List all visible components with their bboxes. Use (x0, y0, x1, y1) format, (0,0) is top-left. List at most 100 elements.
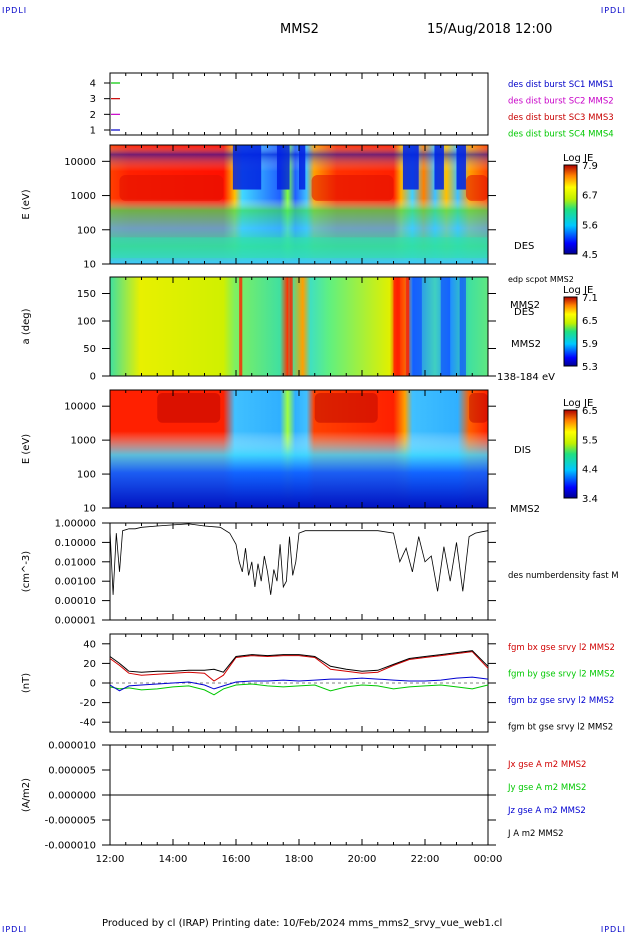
datetime-title: 15/Aug/2018 12:00 (427, 22, 553, 37)
des-energy-ytick-label: 100 (77, 225, 96, 236)
corner-tag-bottom-right: IPDLI (600, 925, 626, 934)
bfield-series-line (109, 676, 489, 692)
current-ytick-label: -0.000010 (45, 841, 96, 852)
bfield-ytick-label: 40 (83, 639, 96, 650)
pitch-angle-ytick-label: 150 (77, 289, 96, 300)
bfield-legend-entry: fgm bx gse srvy l2 MMS2 (508, 643, 615, 653)
des-energy-depletion (299, 145, 306, 190)
dis-energy-colorbar-tick: 5.5 (582, 435, 598, 446)
pitch-angle-stripe (239, 277, 243, 376)
x-axis-tick-label: 16:00 (222, 854, 251, 865)
pitch-angle-dropout (459, 277, 466, 376)
pitch-angle-colorbar (563, 296, 578, 367)
multi-panel-plot: 1 2 3 4 des dist burst SC1 MMS1 des dist burs… (21, 72, 619, 865)
des-energy-ylabel: E (eV) (21, 189, 32, 219)
density-ytick-label: 0.00001 (55, 616, 96, 627)
des-energy-core (311, 174, 394, 201)
pitch-angle-ytick-label: 50 (83, 344, 96, 355)
des-energy-ytick-label: 10 (83, 260, 96, 271)
bfield-legend-entry: fgm by gse srvy l2 MMS2 (508, 670, 615, 680)
density-ytick-label: 0.00010 (55, 596, 96, 607)
density-ytick-label: 0.10000 (55, 538, 96, 549)
burst-panel-frame (109, 72, 489, 136)
des-energy-colorbar-tick: 4.5 (582, 250, 598, 261)
pitch-angle-spacecraft-label: MMS2 (511, 339, 541, 350)
dis-energy-heatmap-energy-shading (110, 390, 488, 508)
des-energy-depletion (456, 145, 466, 190)
dis-energy-spacecraft-label: MMS2 (510, 504, 540, 515)
pitch-angle-instrument-label: DES (514, 307, 534, 318)
bfield-ytick-label: -40 (80, 718, 96, 729)
current-legend-entry: Jy gse A m2 MMS2 (507, 783, 586, 793)
x-axis-tick-label: 00:00 (474, 854, 503, 865)
dis-energy-colorbar-tick: 6.5 (582, 406, 598, 417)
corner-tag-bottom-left: IPDLI (2, 925, 28, 934)
density-ylabel: (cm^-3) (21, 551, 32, 592)
des-energy-depletion (232, 145, 262, 190)
current-ytick-label: 0.000010 (48, 741, 96, 752)
pitch-angle-ytick-label: 0 (90, 372, 96, 383)
footer-credits: Produced by cl (IRAP) Printing date: 10/… (102, 918, 503, 929)
dis-energy-ytick-label: 10000 (64, 402, 96, 413)
current-legend-entry: Jx gse A m2 MMS2 (507, 760, 586, 770)
dis-energy-ylabel: E (eV) (21, 434, 32, 464)
current-legend-entry: Jz gse A m2 MMS2 (507, 806, 586, 816)
des-energy-instrument-label: DES (514, 241, 534, 252)
bfield-ylabel: (nT) (21, 673, 32, 693)
spacecraft-title: MMS2 (280, 22, 319, 37)
burst-legend-entry: des dist burst SC3 MMS3 (508, 113, 614, 123)
pitch-angle-colorbar-title: Log JE (563, 285, 593, 296)
density-ytick-label: 0.00100 (55, 577, 96, 588)
des-energy-ytick-label: 1000 (71, 191, 96, 202)
des-energy-lowband (110, 237, 488, 258)
dis-energy-ytick-label: 10 (83, 504, 96, 515)
bfield-legend-entry: fgm bt gse srvy l2 MMS2 (508, 723, 613, 733)
corner-tag-top-right: IPDLI (600, 6, 626, 15)
bfield-ytick-label: -20 (80, 698, 96, 709)
burst-ytick-label: 3 (90, 94, 96, 105)
pitch-angle-dropout (440, 277, 451, 376)
dis-energy-colorbar (563, 409, 578, 499)
burst-ytick-label: 1 (90, 126, 96, 137)
des-energy-depletion (402, 145, 419, 190)
des-energy-colorbar-tick: 7.9 (582, 161, 598, 172)
density-series-line (109, 523, 489, 595)
burst-legend-entry: des dist burst SC1 MMS1 (508, 80, 614, 90)
density-ytick-label: 0.01000 (55, 557, 96, 568)
x-axis-tick-label: 12:00 (96, 854, 125, 865)
des-energy-core (119, 174, 224, 201)
dis-energy-instrument-label: DIS (514, 445, 531, 456)
des-energy-core (465, 174, 488, 201)
bfield-series-line (109, 683, 489, 696)
des-energy-overlay-label: edp scpot MMS2 (508, 275, 574, 284)
bfield-ytick-label: 20 (83, 659, 96, 670)
corner-tag-top-left: IPDLI (2, 6, 28, 15)
density-frame (109, 522, 489, 621)
dis-energy-colorbar-tick: 3.4 (582, 494, 598, 505)
pitch-angle-colorbar-tick: 7.1 (582, 293, 598, 304)
x-axis-tick-label: 22:00 (411, 854, 440, 865)
des-energy-colorbar-title: Log JE (563, 153, 593, 164)
pitch-angle-colorbar-tick: 6.5 (582, 316, 598, 327)
pitch-angle-colorbar-tick: 5.3 (582, 362, 598, 373)
current-ylabel: (A/m2) (21, 778, 32, 812)
pitch-angle-colorbar-tick: 5.9 (582, 339, 598, 350)
burst-ytick-label: 4 (90, 79, 96, 90)
bfield-series-line (109, 650, 489, 673)
pitch-angle-heatmap (110, 277, 488, 376)
dis-energy-colorbar-title: Log JE (563, 398, 593, 409)
current-legend-entry: J A m2 MMS2 (507, 829, 564, 839)
des-energy-spacecraft-label: MMS2 (510, 300, 540, 311)
dis-energy-core (469, 393, 488, 423)
des-energy-colorbar-tick: 6.7 (582, 191, 598, 202)
x-axis-tick-label: 20:00 (348, 854, 377, 865)
dis-energy-ytick-label: 100 (77, 470, 96, 481)
bfield-series-line (109, 651, 489, 682)
pitch-angle-ytick-label: 100 (77, 317, 96, 328)
burst-ytick-label: 2 (90, 110, 96, 121)
dis-energy-ytick-label: 1000 (71, 436, 96, 447)
dis-energy-colorbar-tick: 4.4 (582, 465, 598, 476)
pitch-angle-ylabel: a (deg) (21, 308, 32, 344)
x-axis-tick-label: 14:00 (159, 854, 188, 865)
burst-legend-entry: des dist burst SC2 MMS2 (508, 97, 614, 107)
